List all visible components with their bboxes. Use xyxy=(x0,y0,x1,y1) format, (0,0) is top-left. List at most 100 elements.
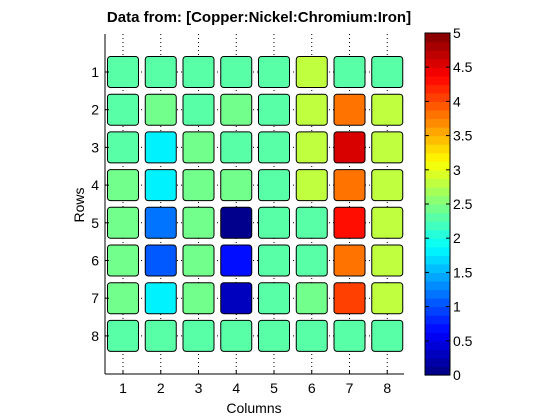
colorbar-segment xyxy=(425,169,450,179)
heatmap-cell xyxy=(182,244,215,277)
heatmap-cell xyxy=(333,319,366,352)
colorbar-tick-label: 2 xyxy=(453,230,461,246)
colorbar-segment xyxy=(425,238,450,248)
y-tick-label: 3 xyxy=(91,139,99,155)
x-tick-label: 2 xyxy=(157,380,165,396)
x-axis-label: Columns xyxy=(226,400,281,416)
colorbar-segment xyxy=(425,280,450,291)
heatmap-cell xyxy=(144,206,177,239)
heatmap-cell xyxy=(220,131,253,164)
heatmap-cell xyxy=(107,319,139,352)
heatmap-cell xyxy=(371,169,404,202)
heatmap-cell xyxy=(220,56,253,88)
heatmap-cell xyxy=(144,244,177,277)
heatmap-cell xyxy=(220,319,253,352)
heatmap-cell xyxy=(107,282,139,315)
heatmap-cell xyxy=(295,131,328,164)
x-tick-label: 7 xyxy=(346,380,354,396)
colorbar-segment xyxy=(425,127,450,137)
y-tick-label: 8 xyxy=(91,328,99,344)
colorbar-segment xyxy=(425,144,450,154)
heatmap-cell xyxy=(107,244,139,277)
heatmap-cell xyxy=(295,206,328,239)
colorbar-segment xyxy=(425,33,450,43)
heatmap-cell xyxy=(258,169,290,202)
heatmap-cell xyxy=(258,319,290,352)
heatmap-cell xyxy=(144,131,177,164)
y-axis-label: Rows xyxy=(71,187,87,222)
heatmap-cell xyxy=(144,169,177,202)
heatmap-cell xyxy=(371,131,404,164)
heatmap-cell xyxy=(107,206,139,239)
heatmap-cell xyxy=(182,319,215,352)
colorbar-segment xyxy=(425,101,450,111)
colorbar-segment xyxy=(425,306,450,316)
colorbar: 0 0.5 1 1.5 2 2.5 3 3.5 4 4.5 5 xyxy=(424,25,473,383)
colorbar-segment xyxy=(425,298,450,308)
colorbar-segment xyxy=(425,75,450,85)
colorbar-segment xyxy=(425,67,450,77)
heatmap-cell xyxy=(220,169,253,202)
colorbar-segment xyxy=(425,289,450,299)
heatmap-cell xyxy=(371,319,404,352)
chart-title: Data from: [Copper:Nickel:Chromium:Iron] xyxy=(107,9,411,26)
colorbar-segment xyxy=(425,212,450,222)
colorbar-segment xyxy=(425,315,450,325)
colorbar-segment xyxy=(425,221,450,231)
x-tick-label: 8 xyxy=(383,380,391,396)
heatmap-cell xyxy=(258,56,290,88)
heatmap-cell xyxy=(258,93,290,126)
heatmap-cell xyxy=(220,244,253,277)
colorbar-segment xyxy=(425,366,450,376)
heatmap-cell xyxy=(333,131,366,164)
heatmap-cell xyxy=(371,206,404,239)
x-tick-label: 1 xyxy=(119,380,127,396)
heatmap-cell xyxy=(220,206,253,239)
heatmap-cell xyxy=(182,169,215,202)
heatmap-cell xyxy=(371,244,404,277)
heatmap-cell xyxy=(295,93,328,126)
heatmap-cell xyxy=(144,93,177,126)
heatmap-cell xyxy=(182,93,215,126)
heatmap-cell xyxy=(107,93,139,126)
colorbar-tick-label: 3 xyxy=(453,162,461,178)
plot-area: 1 2 3 4 5 6 7 8 1 2 3 4 5 6 7 8 xyxy=(91,34,404,396)
y-tick-label: 5 xyxy=(91,215,99,231)
heatmap-cell xyxy=(333,56,366,88)
heatmap-cell xyxy=(295,56,328,88)
colorbar-tick-label: 0 xyxy=(453,367,461,383)
heatmap-cell xyxy=(182,131,215,164)
x-tick-label: 4 xyxy=(232,380,240,396)
colorbar-segment xyxy=(425,340,450,350)
heatmap-cell xyxy=(295,169,328,202)
heatmap-cell xyxy=(258,244,290,277)
heatmap-cell xyxy=(295,282,328,315)
colorbar-segment xyxy=(425,135,450,145)
heatmap-cell xyxy=(295,319,328,352)
colorbar-segment xyxy=(425,272,450,282)
colorbar-segment xyxy=(425,109,450,120)
heatmap-cell xyxy=(182,282,215,315)
heatmap-cell xyxy=(333,93,366,126)
heatmap-cell xyxy=(258,282,290,315)
heatmap-cell xyxy=(144,319,177,352)
colorbar-tick-label: 4 xyxy=(453,93,461,109)
heatmap-cell xyxy=(258,206,290,239)
colorbar-tick-label: 1 xyxy=(453,299,461,315)
colorbar-segment xyxy=(425,58,450,68)
colorbar-segment xyxy=(425,204,450,214)
colorbar-tick-label: 5 xyxy=(453,25,461,41)
colorbar-tick-label: 2.5 xyxy=(453,196,473,212)
colorbar-segment xyxy=(425,195,450,205)
y-tick-label: 4 xyxy=(91,177,99,193)
colorbar-segment xyxy=(425,229,450,239)
colorbar-segment xyxy=(425,255,450,265)
heatmap-cell xyxy=(333,169,366,202)
colorbar-tick-label: 0.5 xyxy=(453,333,473,349)
colorbar-segment xyxy=(425,152,450,162)
y-tick-label: 2 xyxy=(91,102,99,118)
colorbar-segment xyxy=(425,349,450,359)
heatmap-cell xyxy=(144,56,177,88)
colorbar-segment xyxy=(425,263,450,273)
